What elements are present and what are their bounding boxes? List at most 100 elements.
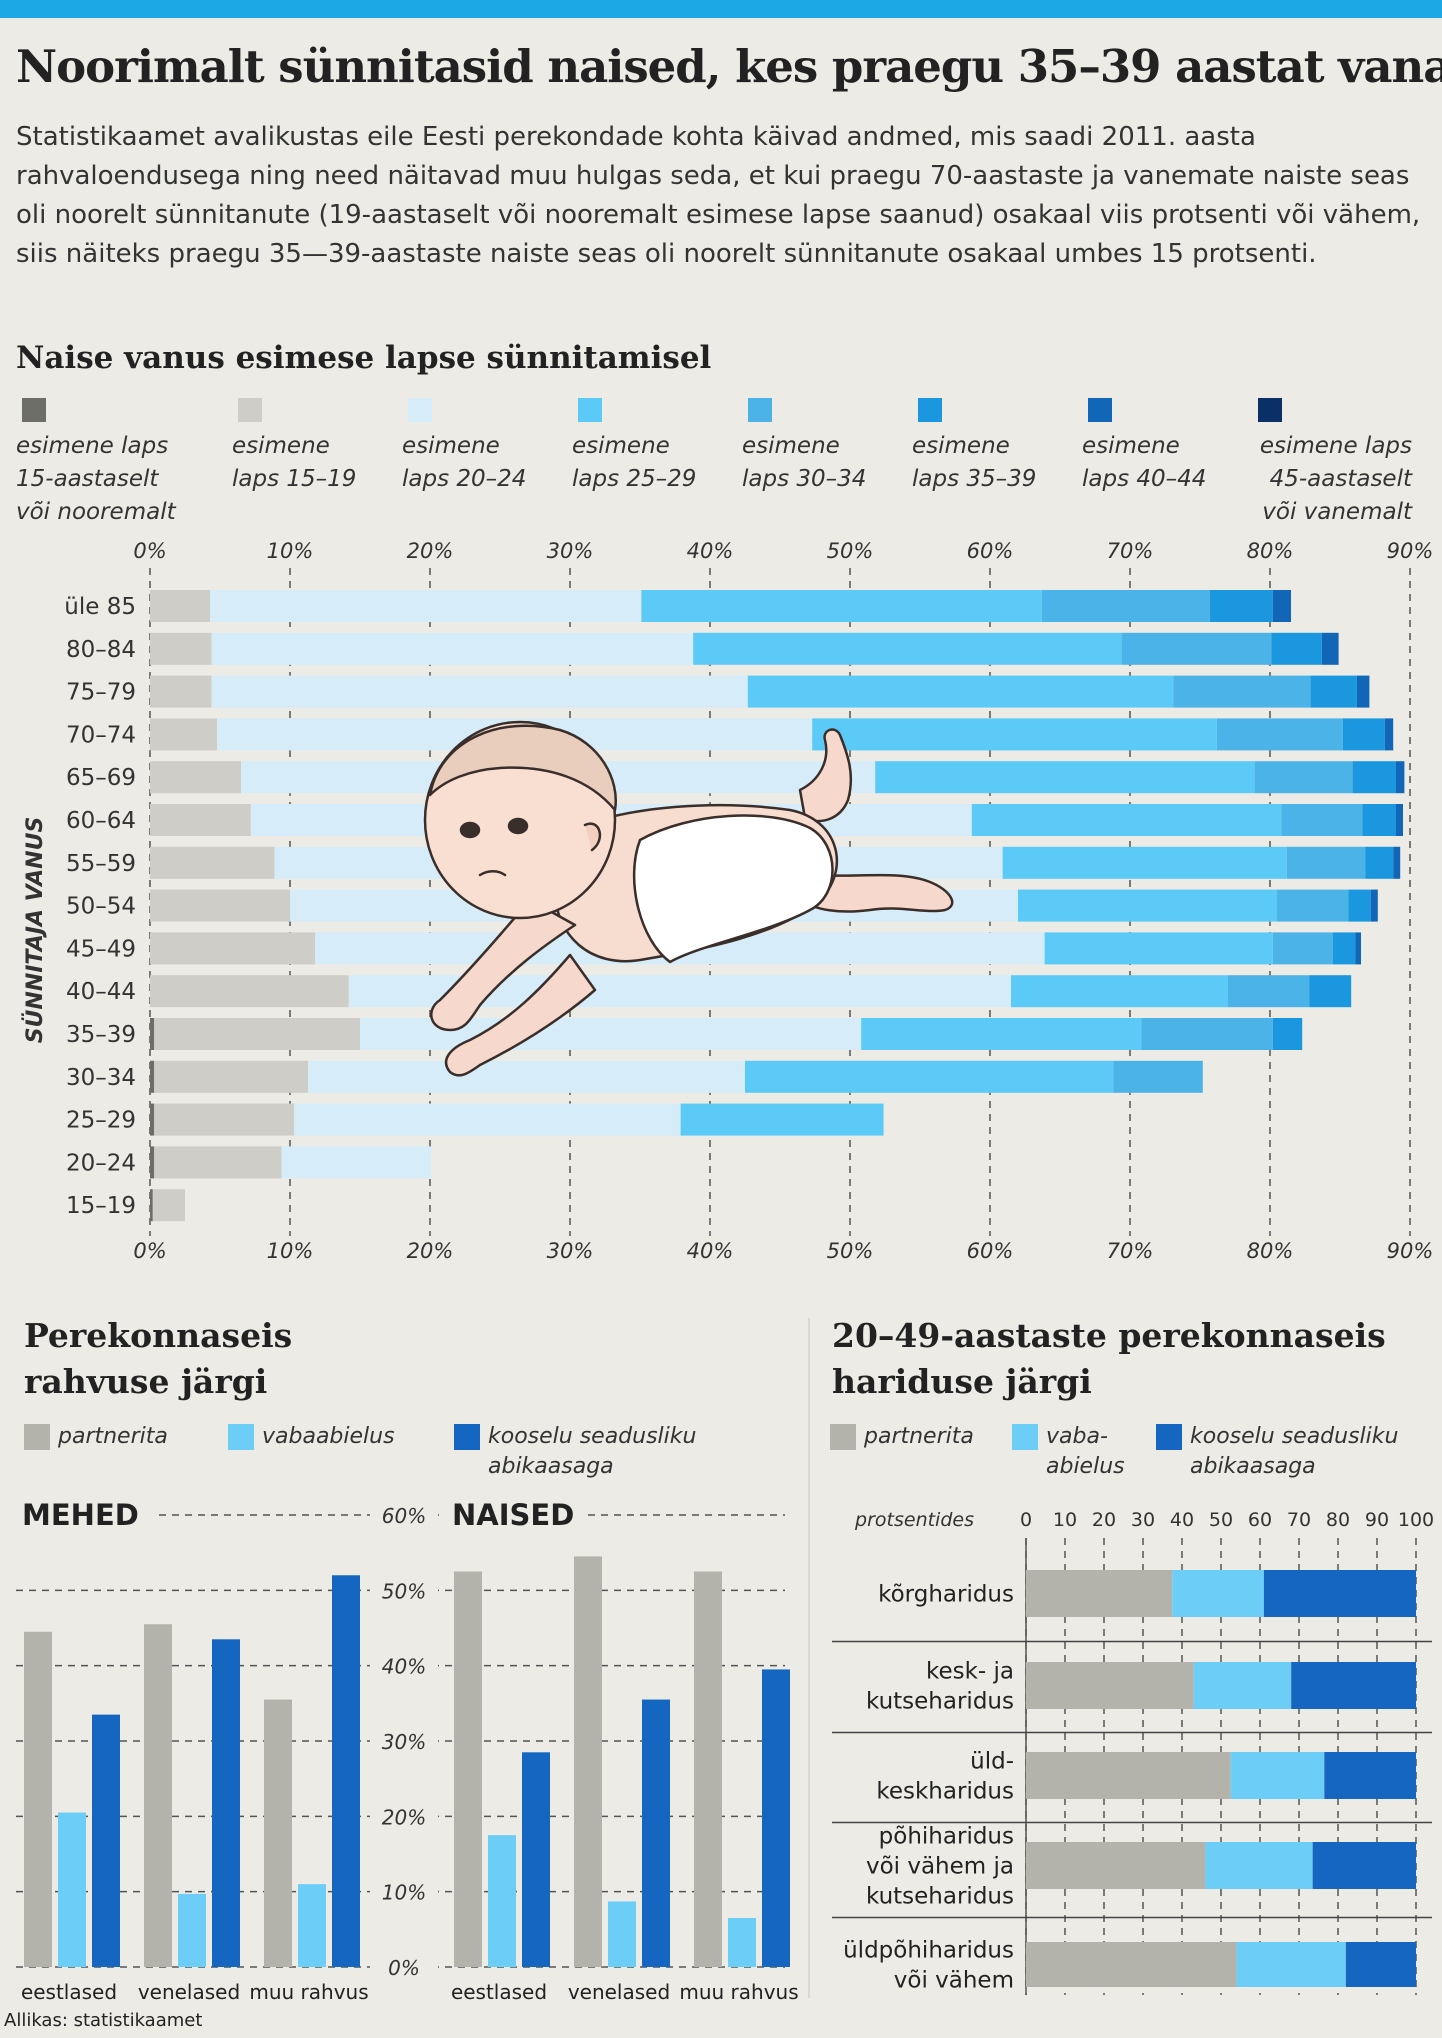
main-chart-title: Naise vanus esimese lapse sünnitamisel [16,340,712,376]
bar-segment [150,846,275,879]
x-tick-bottom: 10% [267,1239,314,1263]
category-label: 60–64 [66,808,136,834]
category-label: 20–24 [66,1150,136,1176]
legend-swatch-8 [1258,398,1282,422]
bar-segment [154,1060,309,1093]
eth-legend-swatch-1 [24,1424,50,1450]
legend-label-8: esimene laps 45-aastaselt või vanemalt [1252,430,1412,529]
bar [264,1699,292,1967]
legend-label-line: laps 20–24 [402,466,527,492]
bar-segment [1228,975,1310,1008]
legend-label-3: esimene laps 20–24 [402,430,562,496]
bar-segment [1342,718,1385,751]
y-tick: 10% [382,1881,426,1905]
legend-label-line: laps 25–29 [572,466,697,492]
legend-item-8: esimene laps 45-aastaselt või vanemalt [1252,398,1412,529]
bar-segment [1352,761,1396,794]
panel-title: NAISED [452,1498,574,1532]
sec3-title-line1: 20–49-aastaste perekonnaseis [832,1316,1386,1355]
bar-segment [150,975,349,1008]
ethnicity-chart: 0% 10% 20% 30% 40% 50% 60% MEHED eestlased venela… [14,1492,799,2004]
category-label: kesk- ja [926,1659,1014,1685]
bar-segment [1333,932,1356,965]
bar-segment [1362,804,1396,836]
tick-bg [370,1576,438,1605]
category-label: 35–39 [66,1022,136,1048]
edu-legend-label-2: vaba-abielus [1046,1422,1125,1482]
y-tick: 30% [382,1730,426,1754]
legend-label-line: kooselu seadusliku [488,1424,697,1449]
category-label: või vähem ja [866,1854,1014,1880]
y-tick: 50% [382,1579,426,1603]
x-tick-top: 10% [267,539,314,563]
edu-legend-label-3: kooselu seadusliku abikaasaga [1190,1422,1398,1482]
legend-item-6: esimene laps 35–39 [912,398,1072,496]
bar-segment [1370,889,1378,922]
bar-segment [1272,1018,1303,1050]
legend-label-line: vaba- [1046,1424,1108,1449]
intro-text: Statistikaamet avalikustas eile Eesti pe… [16,122,1421,269]
bar [92,1714,120,1967]
bar-segment [1026,1570,1173,1617]
category-label: 40–44 [66,979,136,1005]
y-tick: 60% [382,1504,426,1528]
bar-segment [1277,889,1349,922]
x-tick-top: 70% [1107,539,1154,563]
legend-item-4: esimene laps 25–29 [572,398,732,496]
baby-leg-back [798,728,853,823]
bar-segment [1271,632,1322,665]
legend-item-3: esimene laps 20–24 [402,398,562,496]
eth-legend-item-1: partnerita [24,1422,284,1492]
legend-label-line: esimene [1082,433,1180,459]
bar [574,1556,602,1967]
panel-title: MEHED [22,1498,139,1532]
tick-bg [370,1501,438,1529]
category-label: eestlased [451,1980,547,2004]
bar-segment [1324,1752,1416,1799]
bar-segment [1272,590,1291,622]
x-tick-top: 30% [547,539,594,563]
legend-label-line: 45-aastaselt [1269,466,1412,492]
bar [58,1812,86,1967]
category-label: 65–69 [66,765,136,791]
tick-bg [370,1953,438,1981]
legend-label-line: esimene [572,433,670,459]
edu-legend-item-2: vaba-abielus [1012,1422,1272,1492]
bar-segment [308,1060,745,1093]
x-tick-bottom: 30% [547,1239,594,1263]
bar-segment [745,1060,1114,1093]
y-axis-label: SÜNNITAJA VANUS [22,817,48,1044]
legend-label-line: abikaasaga [488,1454,614,1479]
panel-title-bg [444,1492,584,1534]
bar [488,1835,516,1967]
category-label: kõrgharidus [878,1582,1014,1608]
x-tick-bottom: 0% [133,1239,166,1263]
bar-segment [1172,1570,1264,1617]
baby-eye-right [507,817,529,835]
bar-segment [211,675,748,708]
bar-segment [1348,889,1371,922]
bar-segment [1263,1570,1416,1617]
legend-label-7: esimene laps 40–44 [1082,430,1242,496]
x-tick: 70 [1287,1509,1311,1531]
bar [144,1624,172,1967]
bar-segment [1396,761,1405,794]
legend-label-line: laps 15–19 [232,466,357,492]
sec2-title: Perekonnaseis rahvuse järgi [24,1313,292,1405]
baby-eye-left [459,821,481,839]
top-accent-bar [0,0,1442,18]
bar-segment [1396,804,1403,836]
bar-segment [150,889,290,922]
legend-label-line: esimene laps [16,433,169,459]
legend-label-line: laps 30–34 [742,466,867,492]
legend-label-line: abikaasaga [1190,1454,1316,1479]
x-tick-top: 50% [827,539,874,563]
baby-arm-right [444,953,597,1077]
bar-segment [1393,846,1401,879]
legend-label-line: esimene [912,433,1010,459]
legend-label-line: või vanemalt [1262,499,1412,525]
legend-swatch-7 [1088,398,1112,422]
eth-legend-swatch-2 [228,1424,254,1450]
eth-legend-item-2: vabaabielus [228,1422,488,1492]
bar-segment [1209,590,1273,622]
